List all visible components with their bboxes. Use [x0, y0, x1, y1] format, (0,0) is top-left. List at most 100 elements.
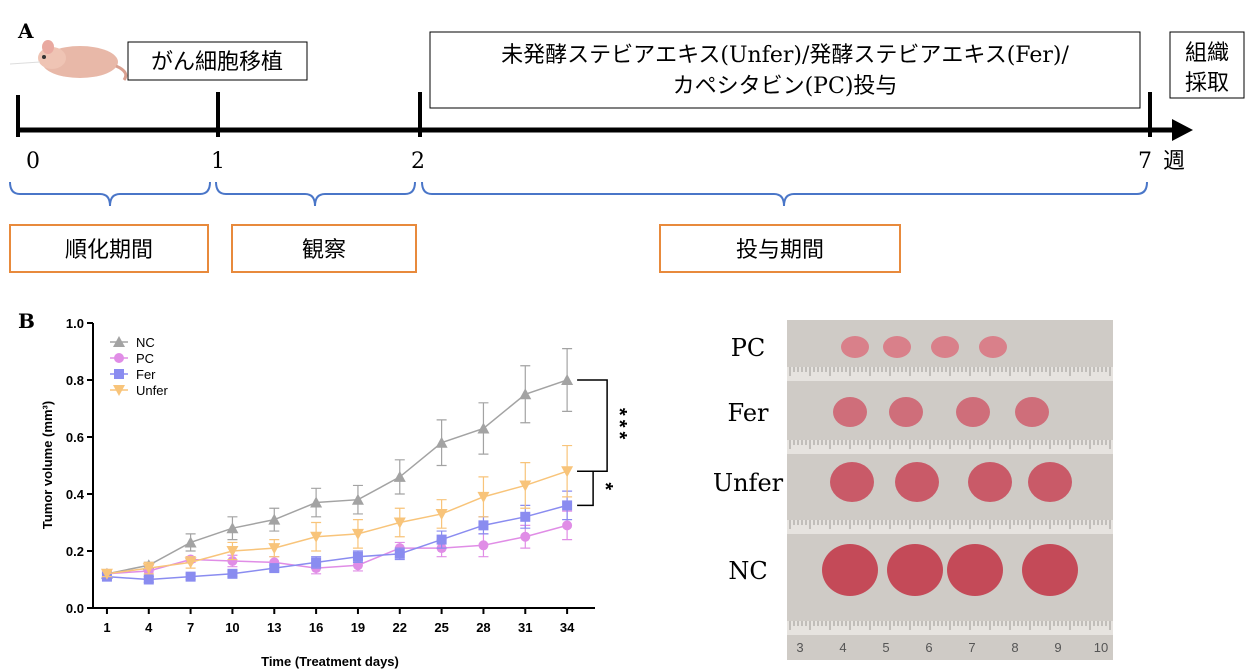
y-tick-label: 0.2	[66, 544, 84, 559]
significance-label: ***	[608, 408, 630, 443]
legend-marker	[114, 353, 124, 363]
tumor	[895, 462, 939, 502]
point	[562, 520, 572, 530]
point	[478, 520, 488, 530]
significance-bracket	[577, 471, 593, 505]
point	[144, 575, 154, 585]
y-tick-label: 0.4	[66, 487, 85, 502]
treatment-text: 未発酵ステビアエキス(Unfer)/発酵ステビアエキス(Fer)/	[501, 43, 1069, 68]
point	[268, 514, 280, 525]
tumor	[979, 336, 1007, 358]
x-tick-label: 16	[309, 620, 323, 635]
point	[186, 572, 196, 582]
mouse-illustration	[10, 40, 126, 80]
week-label: 7	[1138, 149, 1152, 174]
point	[395, 549, 405, 559]
point	[269, 563, 279, 573]
week-label: 0	[26, 149, 40, 174]
panel-label: A	[17, 19, 34, 43]
ruler-label: 10	[1094, 640, 1108, 655]
x-tick-label: 28	[476, 620, 490, 635]
tumor	[1028, 462, 1072, 502]
timeline	[16, 92, 1193, 141]
braces	[10, 182, 1147, 206]
ruler-label: 7	[968, 640, 975, 655]
tumor	[822, 544, 878, 596]
x-axis-title: Time (Treatment days)	[261, 654, 399, 669]
transplant-text: がん細胞移植	[151, 50, 283, 75]
group-label: NC	[728, 557, 767, 585]
ruler-label: 5	[882, 640, 889, 655]
x-tick-label: 13	[267, 620, 281, 635]
point	[185, 536, 197, 547]
y-tick-label: 0.0	[66, 601, 84, 616]
point	[352, 494, 364, 505]
legend-marker	[114, 369, 124, 379]
point	[520, 512, 530, 522]
point	[311, 557, 321, 567]
ruler-label: 4	[839, 640, 846, 655]
legend-label: Unfer	[136, 383, 168, 398]
ruler-label: 3	[796, 640, 803, 655]
y-axis-title: Tumor volume (mm³)	[40, 401, 55, 529]
period-label: 投与期間	[736, 238, 824, 263]
x-tick-label: 25	[434, 620, 448, 635]
tumor	[1022, 544, 1078, 596]
x-tick-label: 31	[518, 620, 532, 635]
y-tick-label: 1.0	[66, 316, 84, 331]
x-tick-label: 34	[560, 620, 575, 635]
tumor	[956, 397, 990, 427]
point	[477, 492, 489, 503]
ruler-label: 6	[925, 640, 932, 655]
x-tick-label: 10	[225, 620, 239, 635]
y-tick-label: 0.6	[66, 430, 84, 445]
tumor	[968, 462, 1012, 502]
tumor	[931, 336, 959, 358]
point	[520, 532, 530, 542]
legend-label: PC	[136, 351, 154, 366]
x-tick-label: 1	[103, 620, 110, 635]
point	[519, 388, 531, 399]
panel-label: B	[18, 309, 35, 333]
x-tick-label: 7	[187, 620, 194, 635]
point	[227, 569, 237, 579]
x-tick-label: 4	[145, 620, 153, 635]
period-label: 順化期間	[65, 238, 153, 263]
harvest-text: 採取	[1185, 71, 1229, 96]
tumor	[883, 336, 911, 358]
period-label: 観察	[302, 238, 346, 263]
y-tick-label: 0.8	[66, 373, 84, 388]
point	[561, 374, 573, 385]
treatment-text: カペシタビン(PC)投与	[673, 74, 898, 99]
series-line	[107, 380, 567, 574]
legend-label: Fer	[136, 367, 156, 382]
harvest-text: 組織	[1185, 41, 1229, 66]
point	[562, 500, 572, 510]
series-line	[107, 525, 567, 573]
chart: B Time (Treatment days) Tumor volume (mm…	[18, 309, 630, 669]
point	[353, 552, 363, 562]
tumor	[830, 462, 874, 502]
week-label: 2	[411, 149, 425, 174]
tumor	[1015, 397, 1049, 427]
week-unit: 週	[1163, 149, 1185, 174]
point	[478, 540, 488, 550]
tumor	[947, 544, 1003, 596]
week-label: 1	[211, 149, 225, 174]
group-label: Unfer	[713, 469, 784, 497]
ruler-label: 9	[1054, 640, 1061, 655]
significance-bracket	[577, 380, 607, 471]
ruler-label: 8	[1011, 640, 1018, 655]
significance-label: *	[594, 482, 616, 494]
point	[436, 437, 448, 448]
tumor	[889, 397, 923, 427]
legend-label: NC	[136, 335, 155, 350]
tumor	[833, 397, 867, 427]
tumor	[841, 336, 869, 358]
point	[561, 466, 573, 477]
group-label: Fer	[727, 399, 769, 427]
x-tick-label: 19	[351, 620, 365, 635]
x-tick-label: 22	[393, 620, 407, 635]
point	[437, 535, 447, 545]
